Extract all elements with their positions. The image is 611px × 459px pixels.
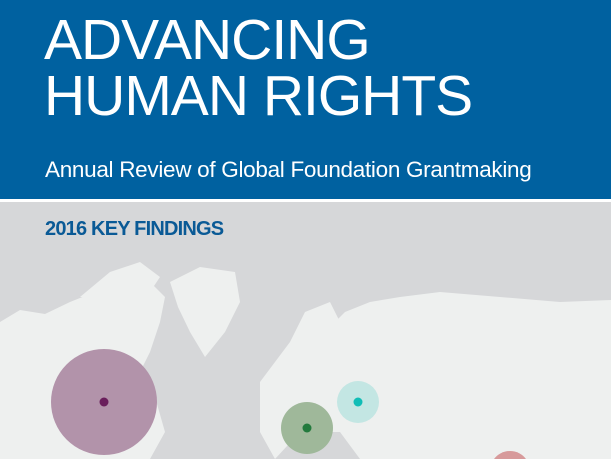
- bubble-north-america: [51, 349, 157, 455]
- section-heading: 2016 KEY FINDINGS: [45, 218, 224, 240]
- bubble-western-europe: [281, 402, 333, 454]
- region-dot: [302, 423, 312, 433]
- divider: [0, 199, 611, 202]
- world-map: [0, 262, 611, 459]
- greenland-land: [170, 267, 240, 357]
- title-line-2: HUMAN RIGHTS: [44, 64, 473, 128]
- title-line-1: ADVANCING: [44, 8, 371, 72]
- region-dot: [353, 397, 363, 407]
- region-dot: [99, 397, 109, 407]
- bubble-eastern-europe: [337, 381, 379, 423]
- region-bubble: [494, 451, 526, 459]
- report-title: ADVANCING HUMAN RIGHTS: [44, 8, 473, 128]
- header-banner: ADVANCING HUMAN RIGHTS Annual Review of …: [0, 0, 611, 199]
- bubble-asia: [494, 451, 526, 459]
- scandinavia-land: [290, 302, 340, 342]
- arctic-islands: [80, 262, 160, 297]
- report-subtitle: Annual Review of Global Foundation Grant…: [45, 157, 532, 182]
